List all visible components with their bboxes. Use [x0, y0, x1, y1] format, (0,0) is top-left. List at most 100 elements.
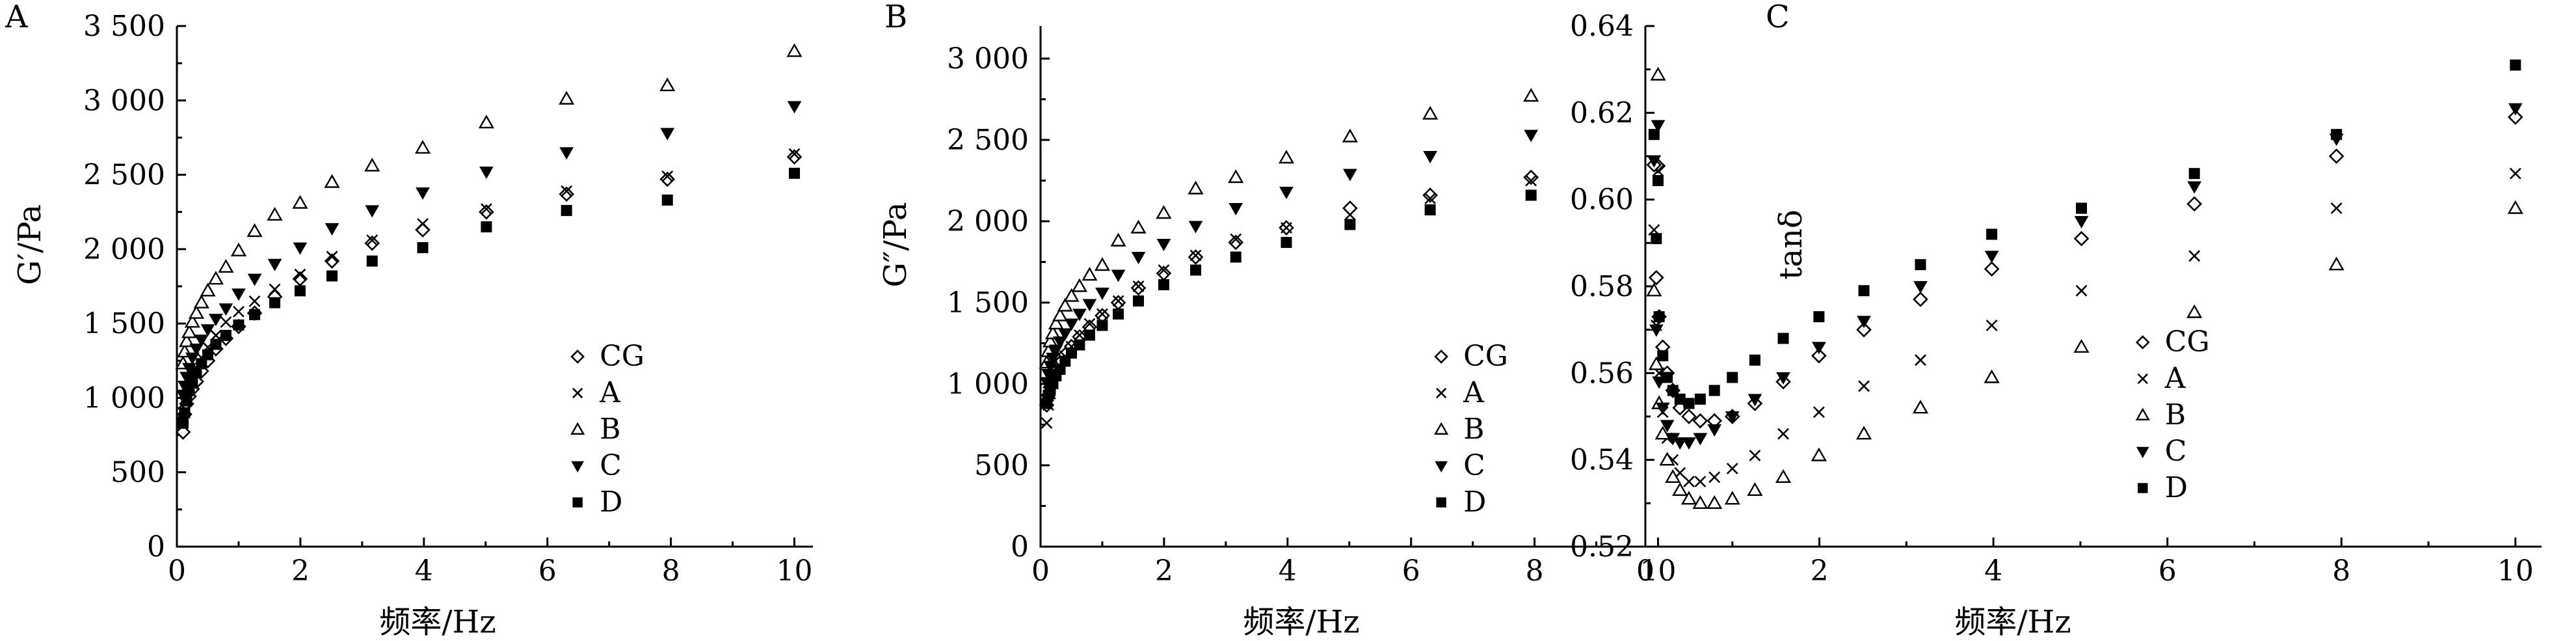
data-point-a [1158, 264, 1170, 276]
data-point-c [1095, 288, 1109, 301]
legend-label-d: D [600, 485, 622, 519]
data-point-c [1111, 269, 1126, 282]
data-point-cg [2186, 196, 2203, 212]
data-point-d [210, 338, 222, 350]
series-d [1648, 59, 2521, 409]
data-point-cg [1523, 169, 1539, 185]
data-point-a [1777, 428, 1789, 440]
data-point-cg [1156, 266, 1172, 281]
legend-marker-c [2136, 446, 2149, 459]
data-point-a [220, 316, 232, 328]
data-point-d [661, 194, 673, 206]
x-tick-label: 4 [1279, 554, 1297, 588]
data-point-a [1230, 233, 1242, 245]
data-point-b [1342, 128, 1358, 143]
data-point-d [1096, 320, 1108, 331]
data-point-d [326, 270, 338, 282]
data-point-c [1673, 437, 1688, 450]
data-point-b [364, 157, 380, 172]
data-point-d [2331, 129, 2343, 141]
data-point-c [787, 101, 802, 114]
data-point-c [200, 324, 215, 337]
data-point-d [1648, 129, 1660, 141]
data-point-c [1131, 252, 1146, 265]
data-point-b [2073, 338, 2090, 353]
data-point-c [325, 223, 339, 236]
data-point-b [1052, 307, 1069, 321]
data-point-d [561, 204, 572, 216]
data-point-b [1094, 257, 1111, 271]
data-point-c [1651, 120, 1666, 133]
x-axis-title: 频率/Hz [1243, 604, 1359, 640]
data-point-cg [1342, 200, 1358, 216]
legend-label-b: B [2165, 398, 2186, 431]
data-point-d [1777, 333, 1789, 344]
series-b [1039, 66, 1666, 369]
y-tick-label: 2 000 [83, 233, 165, 266]
legend-label-b: B [1463, 413, 1484, 446]
y-tick-label: 0 [147, 530, 165, 564]
data-point-a [294, 268, 306, 280]
y-tick-label: 0.56 [1570, 357, 1634, 390]
data-point-b [193, 294, 209, 308]
data-point-a [1985, 320, 1998, 331]
data-point-d [1083, 329, 1095, 341]
data-point-b [188, 305, 205, 319]
x-axis-title: 频率/Hz [1954, 604, 2071, 640]
data-point-b [200, 282, 216, 297]
x-tick-label: 2 [1811, 554, 1829, 588]
x-tick-label: 10 [2497, 554, 2534, 588]
x-tick-label: 6 [2158, 554, 2177, 588]
legend-label-b: B [600, 413, 620, 446]
data-point-cg [1913, 292, 1928, 307]
data-point-c [1857, 316, 1871, 329]
legend-marker-a [1436, 387, 1447, 399]
data-point-b [478, 115, 494, 129]
data-point-c [1156, 239, 1171, 252]
data-point-d [181, 395, 193, 407]
data-point-c [1655, 402, 1670, 415]
y-tick-label: 0.58 [1570, 270, 1634, 303]
legend-label-a: A [599, 376, 621, 409]
data-point-a [366, 234, 378, 247]
series-c [1039, 120, 1666, 390]
series-a [177, 148, 801, 419]
data-point-d [1662, 372, 1673, 383]
legend-label-a: A [1463, 376, 1485, 409]
y-tick-label: 1 500 [83, 307, 165, 340]
data-point-c [1228, 203, 1243, 216]
data-point-d [1424, 204, 1436, 215]
data-point-a [1281, 222, 1292, 234]
data-point-b [1130, 219, 1147, 234]
data-point-d [1190, 264, 1202, 276]
data-point-a [1096, 308, 1108, 320]
data-point-cg [1681, 409, 1697, 424]
data-point-a [417, 218, 429, 230]
data-point-d [366, 255, 378, 267]
data-point-b [1692, 495, 1708, 510]
data-point-a [2188, 250, 2201, 262]
data-point-c [219, 303, 233, 316]
y-tick-label: 1 500 [947, 286, 1029, 320]
chart-panel-c: C0 2 4 6 8 100.520.540.560.580.600.620.64频率/H… [1570, 0, 2542, 640]
legend-marker-cg [570, 349, 585, 364]
legend-marker-d [1436, 497, 1446, 508]
data-point-c [1660, 420, 1675, 433]
y-tick-label: 0 [1011, 530, 1029, 564]
legend-marker-c [1435, 461, 1448, 473]
data-point-b [559, 90, 575, 105]
data-point-b [1659, 452, 1675, 466]
data-point-b [1646, 282, 1662, 297]
data-point-c [660, 128, 675, 141]
x-tick-label: 0 [168, 554, 186, 588]
data-point-b [1856, 426, 1872, 440]
y-tick-label: 0.62 [1570, 96, 1634, 130]
data-point-d [2510, 59, 2521, 71]
data-point-d [1230, 251, 1242, 263]
data-point-c [185, 352, 200, 365]
data-point-a [1726, 463, 1738, 474]
legend-label-c: C [2165, 435, 2187, 468]
chart-panel-a: A 0 2 4 6 8 10 0 500 1 000 1 500 2 000 2 500 3 000 3 5… [5, 0, 813, 640]
data-point-a [326, 251, 338, 263]
